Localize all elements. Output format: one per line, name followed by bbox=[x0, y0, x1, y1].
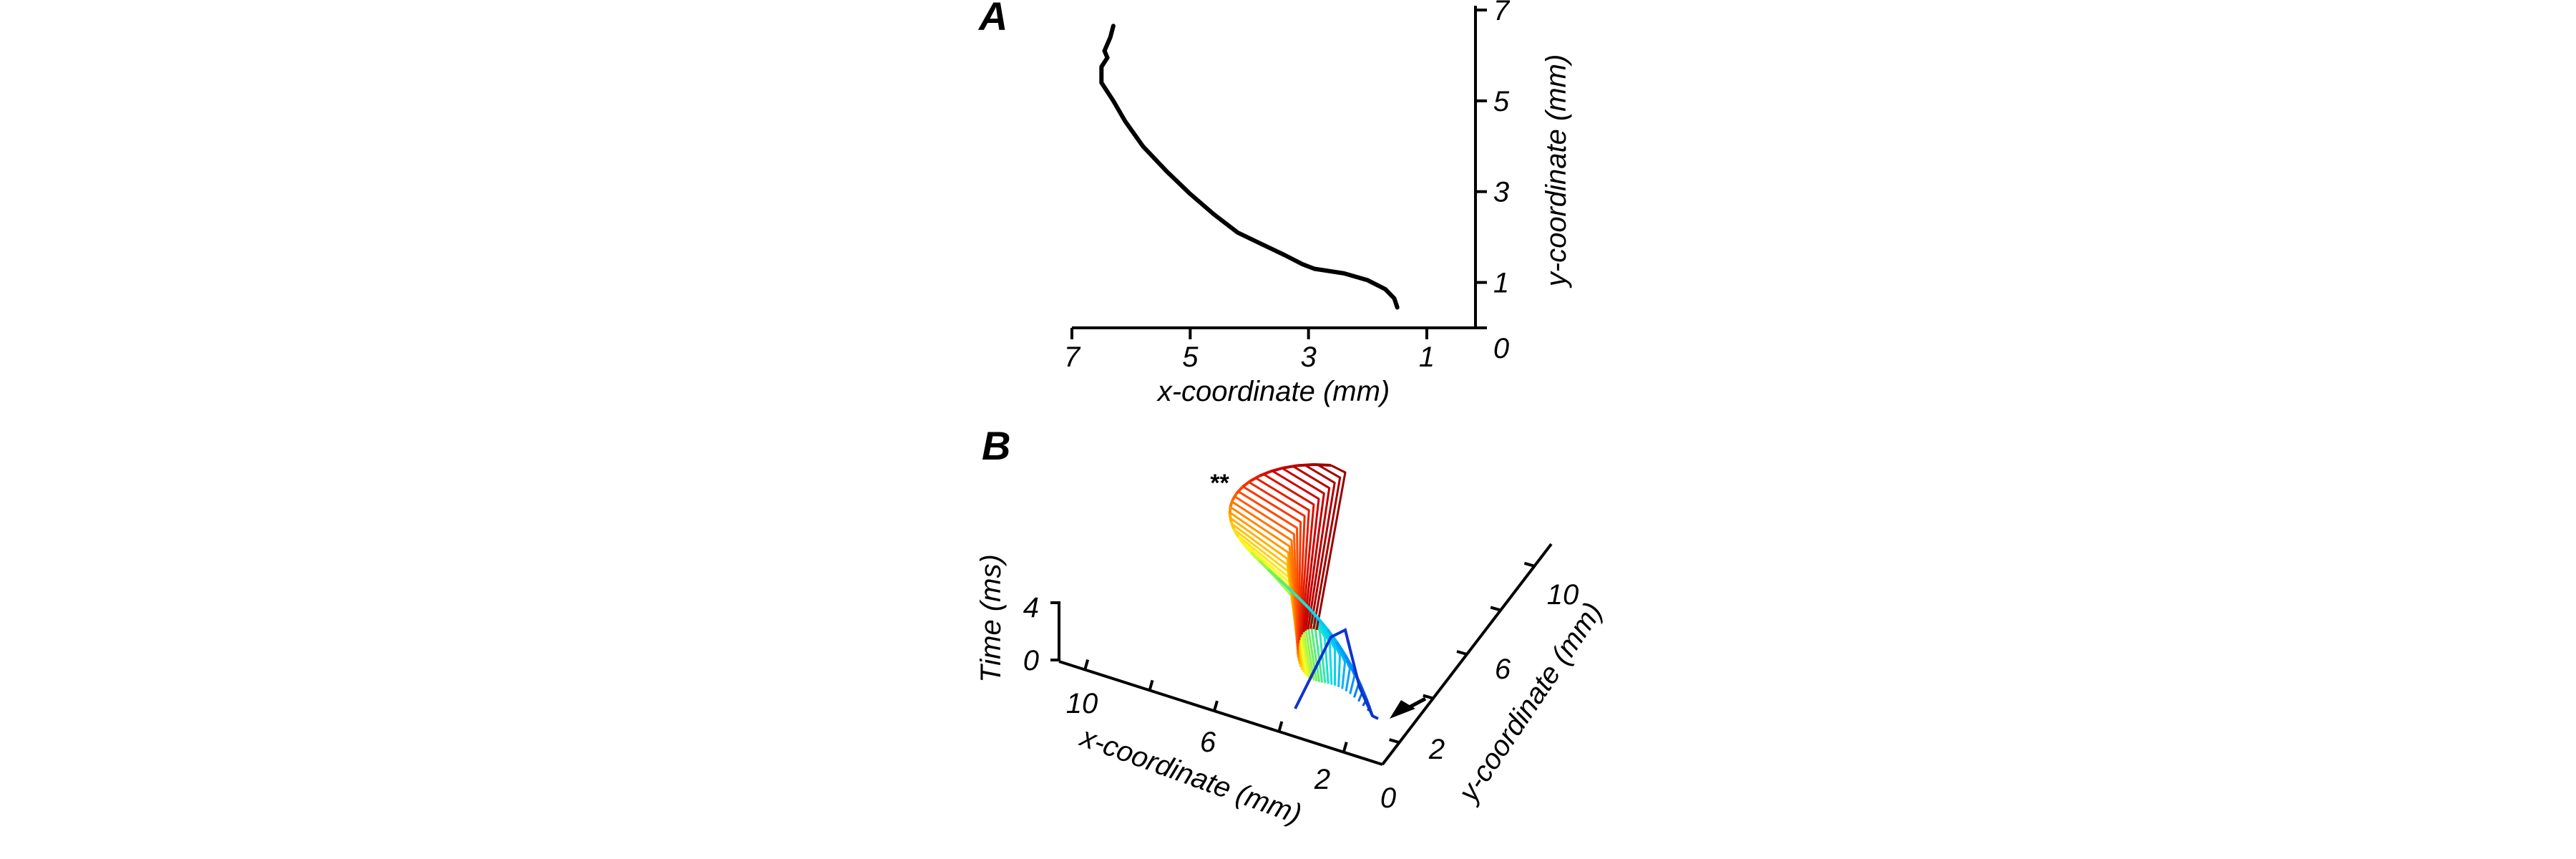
chart-a-y-tick-label: 5 bbox=[1493, 86, 1510, 117]
panel-label-b: B bbox=[982, 423, 1010, 468]
chart-b-y-tick bbox=[1490, 606, 1501, 612]
chart-b-y-tick-label: 6 bbox=[1495, 654, 1511, 685]
chart-b-base-trace bbox=[1294, 628, 1379, 720]
chart-b-trace bbox=[1315, 464, 1347, 631]
chart-b-y-label: y-coordinate (mm) bbox=[1452, 597, 1609, 809]
chart-b-envelope-segment bbox=[1236, 535, 1246, 545]
chart-a-series-line bbox=[1099, 24, 1400, 310]
chart-b-envelope-segment bbox=[1249, 551, 1260, 562]
chart-b-x-axis bbox=[1058, 660, 1383, 766]
chart-a-y-tick-label: 0 bbox=[1493, 333, 1509, 364]
chart-b-x-tick-label: 2 bbox=[1314, 764, 1330, 795]
chart-b-x-tick-label: 6 bbox=[1200, 727, 1216, 758]
chart-b: 4 0 Time (ms) 10 6 2 0 x-coordinate (mm)… bbox=[975, 462, 1609, 830]
chart-b-trace bbox=[1282, 467, 1325, 631]
chart-b-envelope-segment bbox=[1229, 520, 1236, 530]
panel-label-a: A bbox=[977, 0, 1008, 39]
chart-a-x-tick-label: 7 bbox=[1064, 341, 1081, 373]
chart-b-y-tick bbox=[1423, 694, 1434, 700]
chart-b-envelope-segment bbox=[1259, 470, 1272, 477]
chart-b-x-tick bbox=[1083, 659, 1090, 671]
chart-b-envelope-segment bbox=[1282, 464, 1298, 470]
chart-b-trace bbox=[1237, 490, 1299, 647]
chart-b-z-label: Time (ms) bbox=[975, 554, 1007, 683]
chart-b-y-tick bbox=[1456, 650, 1468, 656]
chart-a-x-label: x-coordinate (mm) bbox=[1156, 376, 1390, 407]
chart-b-envelope-segment bbox=[1358, 683, 1368, 700]
chart-b-trace bbox=[1242, 485, 1302, 644]
chart-b-trace bbox=[1304, 464, 1336, 629]
chart-b-envelope-segment bbox=[1267, 568, 1279, 579]
chart-b-envelope-segment bbox=[1232, 528, 1240, 538]
chart-b-y-tick bbox=[1523, 561, 1535, 568]
chart-b-y-tick-label: 2 bbox=[1428, 734, 1445, 765]
chart-b-trace bbox=[1254, 477, 1310, 638]
chart-b-envelope-segment bbox=[1228, 513, 1233, 522]
chart-b-envelope-segment bbox=[1235, 486, 1244, 495]
chart-b-x-tick bbox=[1342, 742, 1348, 753]
chart-b-z-tick-label: 0 bbox=[1023, 645, 1039, 676]
chart-b-trace bbox=[1262, 473, 1315, 635]
chart-b-envelope-segment bbox=[1258, 559, 1269, 571]
chart-b-trace bbox=[1272, 470, 1320, 633]
chart-b-envelope-segment bbox=[1269, 466, 1284, 473]
chart-b-trace bbox=[1317, 618, 1337, 686]
chart-b-z-tick-label: 4 bbox=[1023, 592, 1039, 623]
chart-b-y-tick bbox=[1389, 738, 1400, 744]
chart-b-envelope-segment bbox=[1241, 480, 1252, 488]
chart-b-star-marker: ** bbox=[1209, 470, 1229, 497]
chart-b-envelope-segment bbox=[1317, 617, 1329, 631]
chart-b-x-tick bbox=[1277, 721, 1284, 732]
chart-b-trace bbox=[1231, 523, 1302, 668]
chart-a-y-tick-label: 1 bbox=[1493, 268, 1509, 299]
chart-b-traces bbox=[1228, 462, 1379, 720]
chart-a-x-tick-label: 3 bbox=[1301, 341, 1317, 373]
chart-b-trace bbox=[1332, 636, 1347, 689]
chart-b-envelope-segment bbox=[1297, 596, 1309, 608]
chart-b-envelope-segment bbox=[1307, 606, 1319, 619]
chart-b-envelope-segment bbox=[1229, 499, 1234, 508]
chart-a-y-label: y-coordinate (mm) bbox=[1541, 54, 1572, 289]
chart-a-y-tick-label: 3 bbox=[1493, 177, 1509, 208]
chart-a-x-tick-label: 5 bbox=[1182, 341, 1199, 373]
arrow-indicator-icon bbox=[1390, 700, 1415, 719]
chart-a-y-tick-label: 7 bbox=[1493, 0, 1511, 26]
chart-b-x-tick-label: 10 bbox=[1066, 688, 1098, 719]
arrow-indicator-shaft bbox=[1402, 697, 1427, 712]
chart-b-envelope-segment bbox=[1249, 475, 1260, 482]
chart-b-trace bbox=[1292, 465, 1331, 630]
chart-b-x-tick bbox=[1213, 700, 1219, 712]
chart-b-trace bbox=[1312, 463, 1342, 629]
chart-b-envelope-segment bbox=[1335, 641, 1347, 656]
chart-b-envelope-segment bbox=[1231, 492, 1238, 501]
chart-b-x-label: x-coordinate (mm) bbox=[1075, 721, 1306, 830]
chart-b-x-tick bbox=[1148, 679, 1154, 691]
chart-b-origin-label: 0 bbox=[1380, 782, 1396, 814]
chart-b-envelope-segment bbox=[1286, 586, 1299, 598]
chart-b-envelope-segment bbox=[1242, 543, 1252, 553]
chart-b-envelope-segment bbox=[1276, 576, 1289, 588]
chart-a-x-tick-label: 1 bbox=[1419, 341, 1435, 373]
chart-b-envelope-segment bbox=[1228, 507, 1232, 515]
chart-b-envelope-segment bbox=[1344, 654, 1355, 670]
chart-b-trace bbox=[1234, 495, 1299, 651]
chart-b-y-tick-label: 10 bbox=[1547, 579, 1579, 611]
chart-a: 7 5 3 1 0 1 3 5 7 x-coordinate (mm) y-coordinat… bbox=[1064, 0, 1572, 407]
